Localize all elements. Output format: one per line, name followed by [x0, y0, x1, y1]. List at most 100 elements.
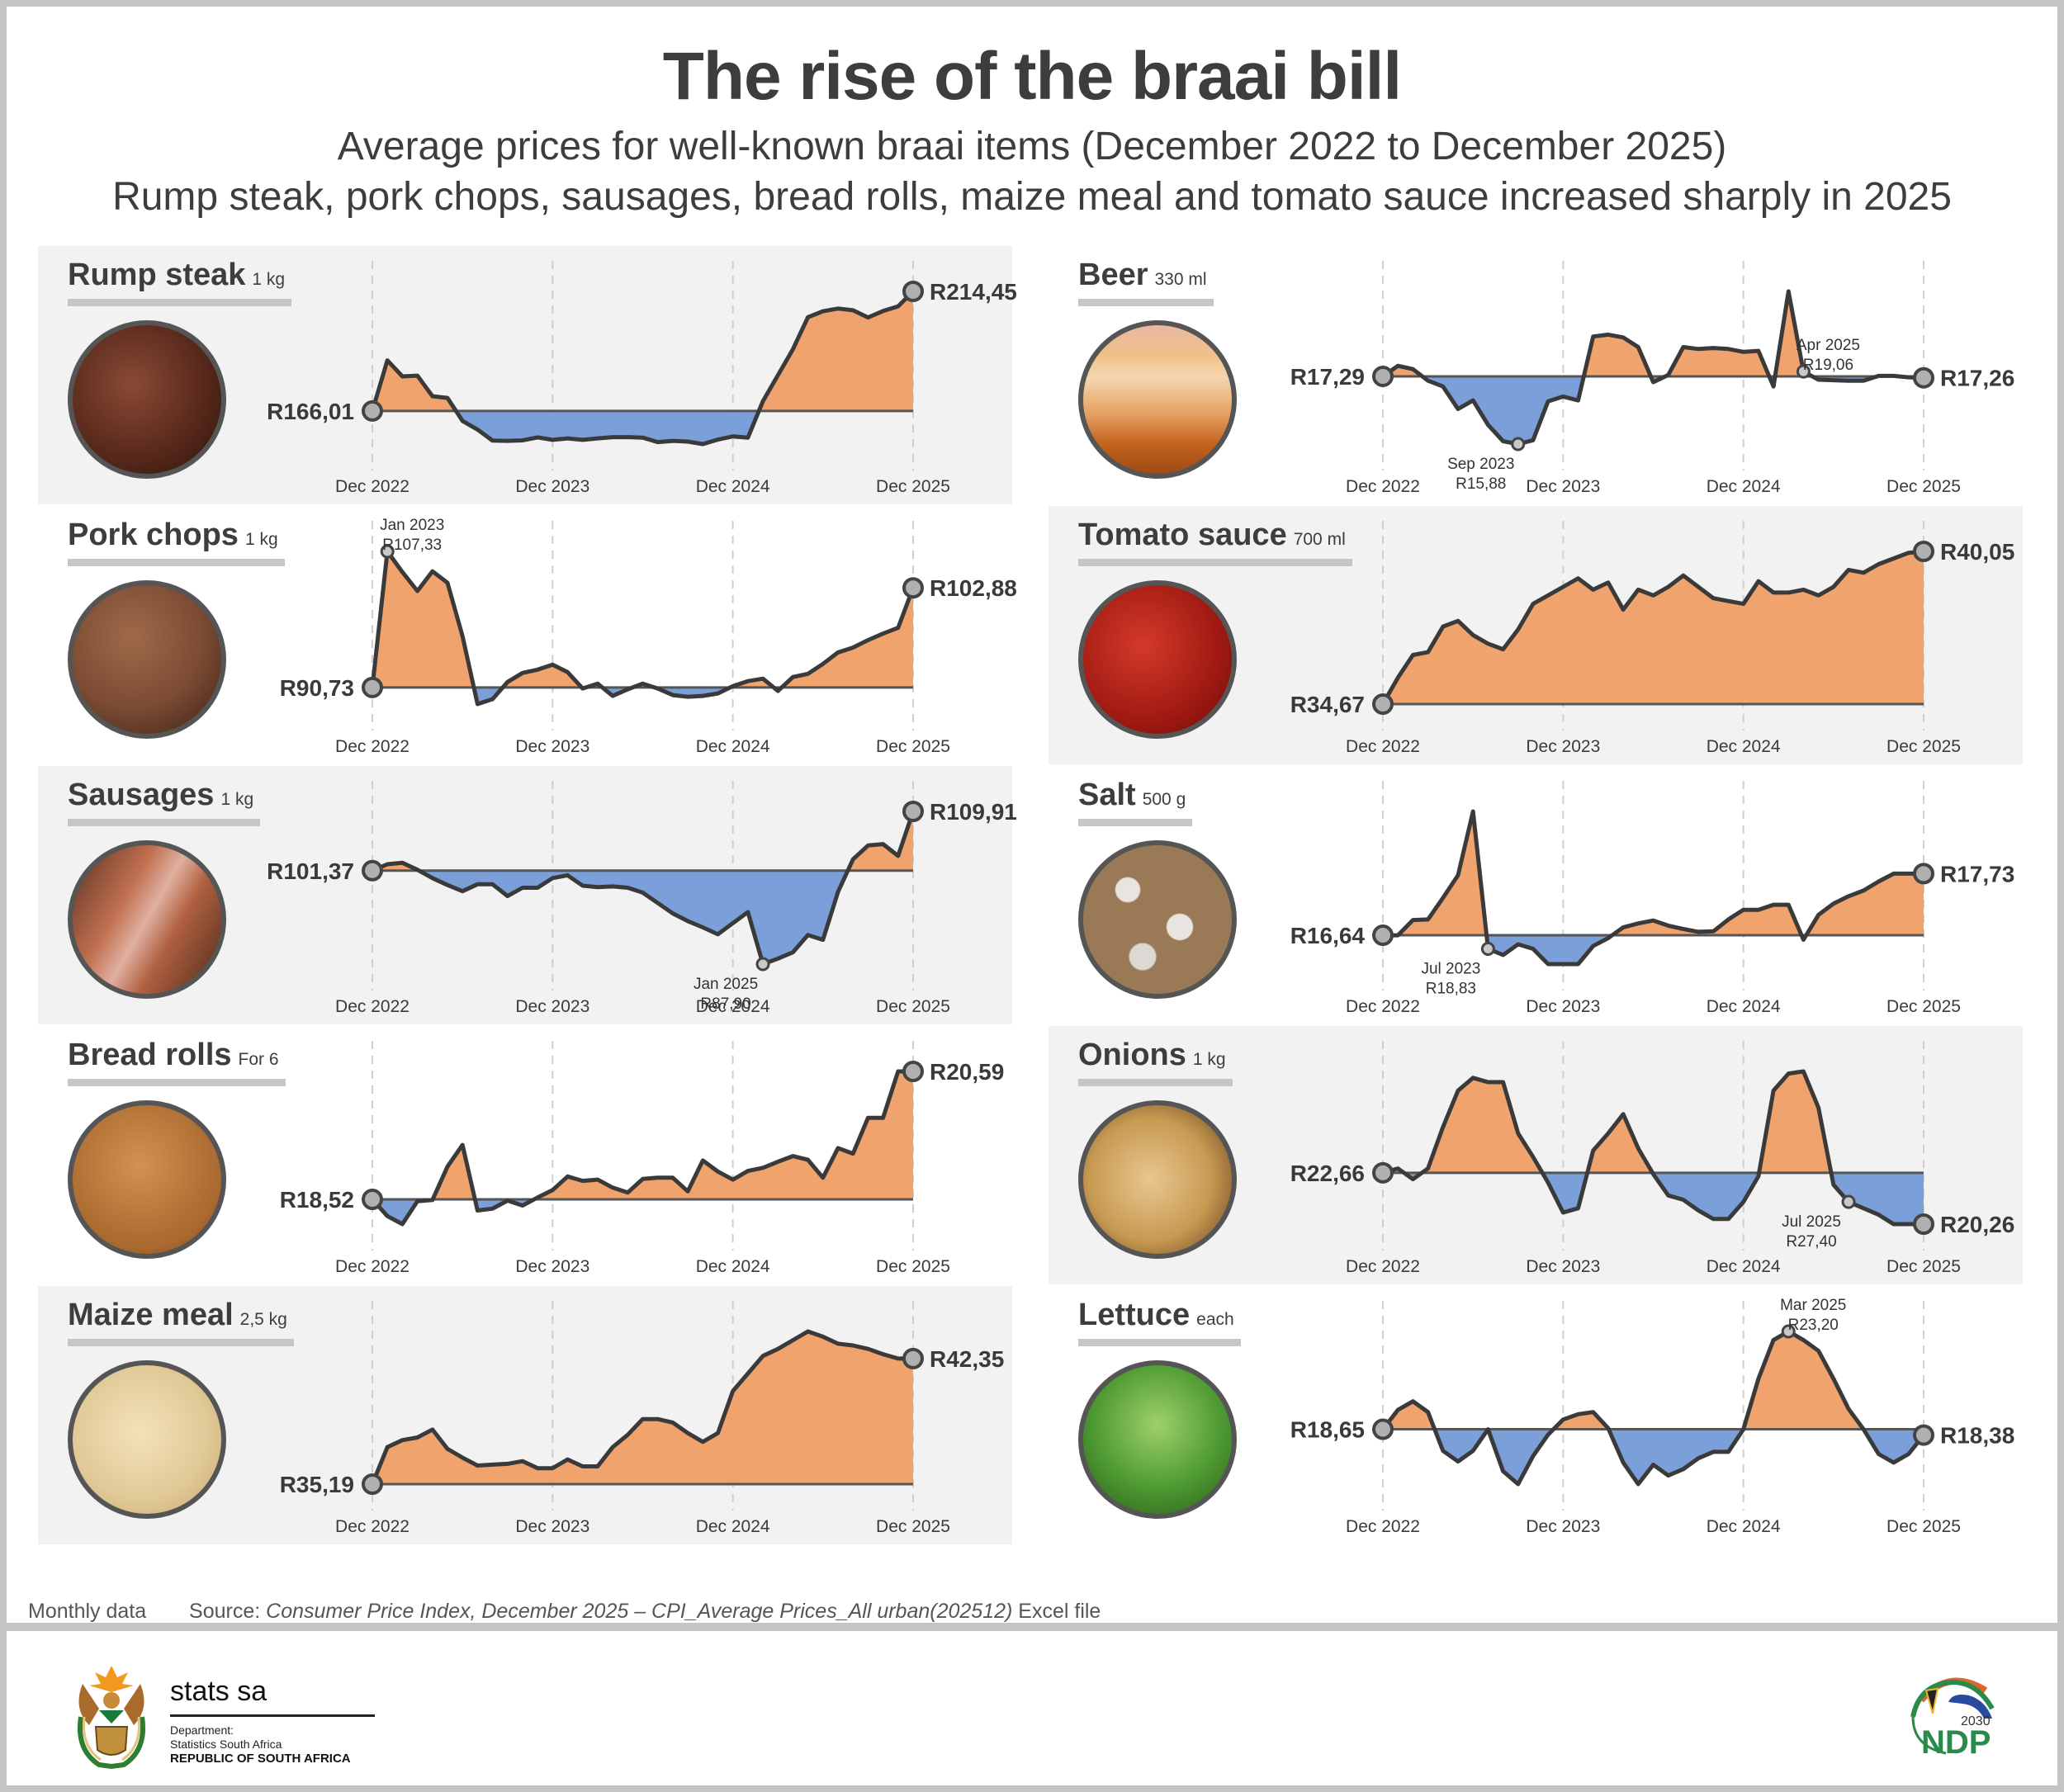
item-title: Beer: [1078, 258, 1148, 292]
start-value-label: R35,19: [280, 1472, 354, 1497]
item-title: Lettuce: [1078, 1298, 1191, 1332]
price-line: [370, 1329, 913, 1485]
area-above-baseline: [372, 1331, 913, 1484]
item-name: Onions 1 kg: [1078, 1038, 1226, 1073]
annotation-value: R15,88: [1456, 475, 1506, 493]
start-value-label: R101,37: [267, 858, 354, 884]
x-tick-label: Dec 2024: [1707, 477, 1781, 496]
panel-onions: Onions 1 kg Dec 2022 Dec 2023 Dec 2024 Dec 20…: [1049, 1026, 2023, 1284]
x-tick-label: Dec 2024: [1707, 1257, 1781, 1276]
price-line: [370, 290, 915, 447]
item-unit: 700 ml: [1293, 530, 1346, 549]
item-name: Tomato sauce 700 ml: [1078, 518, 1346, 553]
start-value-label: R18,65: [1290, 1417, 1365, 1443]
chart-lettuce: Dec 2022 Dec 2023 Dec 2024 Dec 2025 R18,65 R1…: [1290, 1297, 2015, 1536]
annotation-date: Mar 2025: [1780, 1297, 1846, 1314]
frequency-note: Monthly data: [28, 1600, 147, 1623]
extreme-point-marker: [380, 544, 395, 559]
price-line: [1381, 289, 1924, 447]
stats-sa-name: stats sa: [170, 1676, 267, 1707]
annotation-date: Jul 2023: [1421, 961, 1480, 978]
area-above-baseline: [1383, 1331, 1924, 1430]
title-underline: [1078, 559, 1352, 566]
coat-of-arms-icon: [78, 1666, 145, 1770]
x-tick-label: Dec 2024: [696, 1517, 770, 1536]
start-point-marker: [1372, 1418, 1394, 1440]
area-below-baseline: [372, 687, 913, 704]
title-underline: [68, 1079, 286, 1086]
x-tick-label: Dec 2025: [1886, 997, 1961, 1016]
annotation-value: R19,06: [1803, 357, 1853, 374]
end-value-label: R109,91: [930, 799, 1017, 825]
title-underline: [1078, 299, 1214, 306]
infographic-page: The rise of the braai bill Average price…: [7, 7, 2057, 1623]
price-line: [371, 1069, 913, 1227]
x-tick-label: Dec 2022: [1346, 737, 1420, 756]
end-value-label: R42,35: [930, 1346, 1004, 1372]
item-name: Maize meal 2,5 kg: [68, 1298, 287, 1333]
item-name: Beer 330 ml: [1078, 258, 1207, 293]
x-tick-label: Dec 2024: [696, 477, 770, 496]
tomato-sauce-photo: [1078, 580, 1237, 739]
item-unit: 1 kg: [252, 270, 286, 289]
end-point-marker: [902, 281, 924, 302]
chart-sausages: Dec 2022 Dec 2023 Dec 2024 Dec 2025 R101,37 R…: [267, 781, 1017, 1016]
extreme-point-marker: [1841, 1194, 1856, 1209]
price-line: [372, 811, 916, 967]
x-tick-label: Dec 2024: [696, 997, 770, 1016]
price-line: [1380, 549, 1924, 706]
chart-bread-rolls: Dec 2022 Dec 2023 Dec 2024 Dec 2025 R18,52 R2…: [280, 1041, 1004, 1276]
item-title: Pork chops: [68, 518, 239, 552]
price-line: [1383, 809, 1924, 967]
start-point-marker: [362, 859, 383, 882]
annotation-value: R18,83: [1426, 981, 1476, 998]
price-line: [370, 549, 916, 707]
panel-lettuce: Lettuce each Dec 2022 Dec 2023 Dec 2024 Dec 2…: [1049, 1286, 2023, 1544]
area-below-baseline: [1383, 376, 1924, 444]
item-unit: 2,5 kg: [239, 1310, 287, 1329]
area-above-baseline: [372, 291, 913, 411]
x-tick-label: Dec 2023: [515, 1517, 589, 1536]
end-point-marker: [1913, 1424, 1934, 1446]
start-point-marker: [362, 1473, 383, 1495]
end-value-label: R20,26: [1940, 1212, 2014, 1237]
annotation-value: R107,33: [382, 537, 442, 554]
area-above-baseline: [372, 551, 913, 688]
x-tick-label: Dec 2023: [1526, 737, 1600, 756]
annotation-date: Jan 2023: [380, 517, 444, 534]
area-below-baseline: [372, 410, 760, 444]
chart-maize-meal: Dec 2022 Dec 2023 Dec 2024 Dec 2025 R35,19 R4…: [280, 1301, 1004, 1536]
ndp-year: 2030: [1961, 1714, 1991, 1728]
sausages-photo: [68, 840, 226, 999]
x-tick-label: Dec 2025: [876, 477, 950, 496]
end-value-label: R20,59: [930, 1059, 1004, 1085]
lettuce-photo: [1078, 1360, 1237, 1519]
item-unit: 1 kg: [220, 790, 254, 809]
title-underline: [1078, 1079, 1233, 1086]
x-tick-label: Dec 2023: [1526, 997, 1600, 1016]
end-value-label: R17,26: [1940, 366, 2014, 391]
subtitle: Average prices for well-known braai item…: [337, 125, 1727, 168]
end-point-marker: [1913, 1213, 1934, 1235]
price-line: [1381, 1329, 1925, 1487]
start-value-label: R16,64: [1290, 923, 1366, 948]
onions-photo: [1078, 1100, 1237, 1259]
x-tick-label: Dec 2025: [1886, 477, 1961, 496]
x-tick-label: Dec 2023: [1526, 477, 1600, 496]
x-tick-label: Dec 2025: [876, 997, 950, 1016]
source-suffix: Excel file: [1012, 1600, 1101, 1623]
end-point-marker: [902, 1061, 924, 1082]
extreme-point-marker: [1480, 942, 1495, 956]
panel-bread-rolls: Bread rolls For 6 Dec 2022 Dec 2023 Dec 2024…: [38, 1026, 1012, 1284]
start-point-marker: [1372, 924, 1394, 947]
start-value-label: R34,67: [1290, 692, 1365, 717]
chart-onions: Dec 2022 Dec 2023 Dec 2024 Dec 2025 R22,66 R2…: [1290, 1041, 2014, 1276]
annotation-date: Jan 2025: [694, 976, 758, 993]
title-underline: [68, 559, 285, 566]
extreme-point-marker: [755, 957, 770, 972]
x-tick-label: Dec 2023: [515, 737, 589, 756]
chart-tomato-sauce: Dec 2022 Dec 2023 Dec 2024 Dec 2025 R34,67 R4…: [1290, 521, 2014, 756]
area-above-baseline: [372, 1071, 913, 1200]
logo-divider: [170, 1714, 375, 1717]
chart-pork-chops: Dec 2022 Dec 2023 Dec 2024 Dec 2025 R90,73 R1…: [280, 517, 1017, 756]
